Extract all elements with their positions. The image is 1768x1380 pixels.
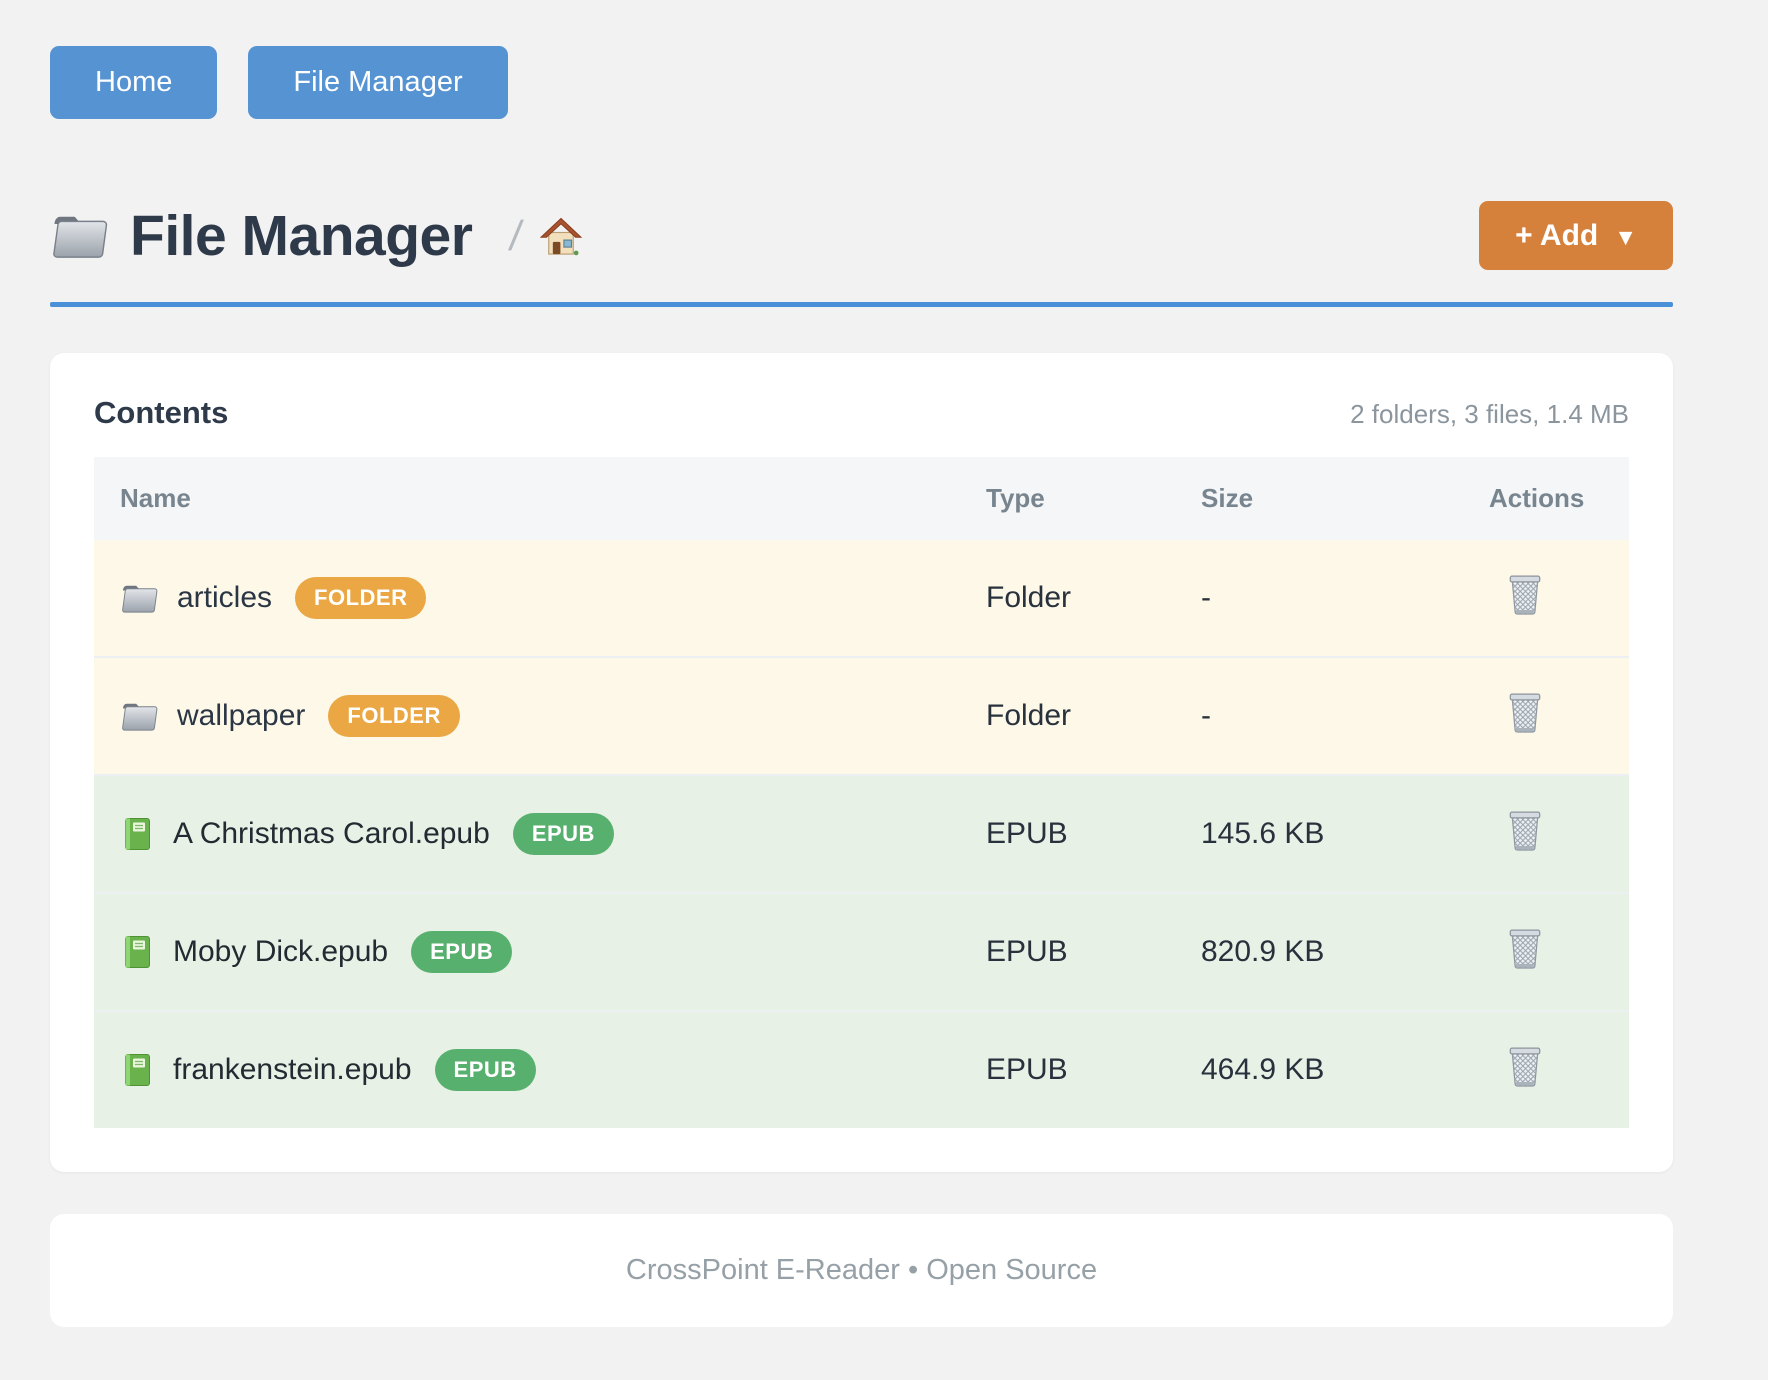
file-manager-button[interactable]: File Manager xyxy=(248,46,508,119)
home-button[interactable]: Home xyxy=(50,46,218,119)
folder-icon xyxy=(120,582,158,614)
item-size: - xyxy=(1201,581,1211,614)
green-book-icon xyxy=(120,817,154,851)
page: Home File Manager File Manager / + Add ▼… xyxy=(50,0,1673,1327)
wastebasket-icon[interactable] xyxy=(1507,691,1543,733)
item-size: 464.9 KB xyxy=(1201,1053,1325,1086)
wastebasket-icon[interactable] xyxy=(1507,927,1543,969)
column-header-name: Name xyxy=(94,457,986,540)
item-name-link[interactable]: A Christmas Carol.epub xyxy=(173,817,490,850)
table-row: articles FOLDER Folder - xyxy=(94,540,1629,657)
item-type: EPUB xyxy=(986,1053,1068,1086)
item-name-link[interactable]: articles xyxy=(177,581,273,614)
item-type: EPUB xyxy=(986,817,1068,850)
footer-text: CrossPoint E-Reader • Open Source xyxy=(625,1254,1098,1286)
contents-card: Contents 2 folders, 3 files, 1.4 MB Name… xyxy=(50,353,1673,1172)
folder-icon xyxy=(120,700,158,732)
item-size: 820.9 KB xyxy=(1201,935,1325,968)
epub-badge: EPUB xyxy=(411,931,513,973)
table-row: A Christmas Carol.epub EPUB EPUB 145.6 K… xyxy=(94,775,1629,893)
wastebasket-icon[interactable] xyxy=(1507,809,1543,851)
item-name-link[interactable]: Moby Dick.epub xyxy=(173,935,389,968)
wastebasket-icon[interactable] xyxy=(1507,1045,1543,1087)
epub-badge: EPUB xyxy=(434,1049,536,1091)
folder-icon xyxy=(50,211,108,260)
folder-badge: FOLDER xyxy=(295,577,427,619)
green-book-icon xyxy=(120,1053,154,1087)
top-nav: Home File Manager xyxy=(50,0,1673,119)
add-button[interactable]: + Add ▼ xyxy=(1479,201,1673,270)
footer: CrossPoint E-Reader • Open Source xyxy=(50,1214,1673,1327)
item-type: Folder xyxy=(986,581,1072,614)
item-name-link[interactable]: wallpaper xyxy=(177,699,306,732)
column-header-size: Size xyxy=(1201,457,1489,540)
table-row: frankenstein.epub EPUB EPUB 464.9 KB xyxy=(94,1011,1629,1128)
contents-summary: 2 folders, 3 files, 1.4 MB xyxy=(1350,399,1629,429)
item-name-link[interactable]: frankenstein.epub xyxy=(173,1053,412,1086)
caret-down-icon: ▼ xyxy=(1614,223,1637,250)
breadcrumb-separator: / xyxy=(507,211,526,259)
file-table-header: Name Type Size Actions xyxy=(94,457,1629,540)
item-type: Folder xyxy=(986,699,1072,732)
item-size: 145.6 KB xyxy=(1201,817,1325,850)
page-header: File Manager / + Add ▼ xyxy=(50,201,1673,270)
add-button-label: + Add xyxy=(1515,218,1599,252)
contents-card-header: Contents 2 folders, 3 files, 1.4 MB xyxy=(94,395,1629,431)
epub-badge: EPUB xyxy=(512,813,614,855)
contents-title: Contents xyxy=(94,395,229,430)
table-row: Moby Dick.epub EPUB EPUB 820.9 KB xyxy=(94,893,1629,1011)
home-icon[interactable] xyxy=(540,216,582,256)
table-row: wallpaper FOLDER Folder - xyxy=(94,657,1629,775)
file-table: Name Type Size Actions articles FOLDER F… xyxy=(94,457,1629,1128)
wastebasket-icon[interactable] xyxy=(1507,573,1543,615)
item-size: - xyxy=(1201,699,1211,732)
header-divider xyxy=(50,302,1673,307)
item-type: EPUB xyxy=(986,935,1068,968)
page-title: File Manager xyxy=(130,203,473,268)
folder-badge: FOLDER xyxy=(328,695,460,737)
column-header-type: Type xyxy=(986,457,1201,540)
column-header-actions: Actions xyxy=(1489,457,1629,540)
green-book-icon xyxy=(120,935,154,969)
